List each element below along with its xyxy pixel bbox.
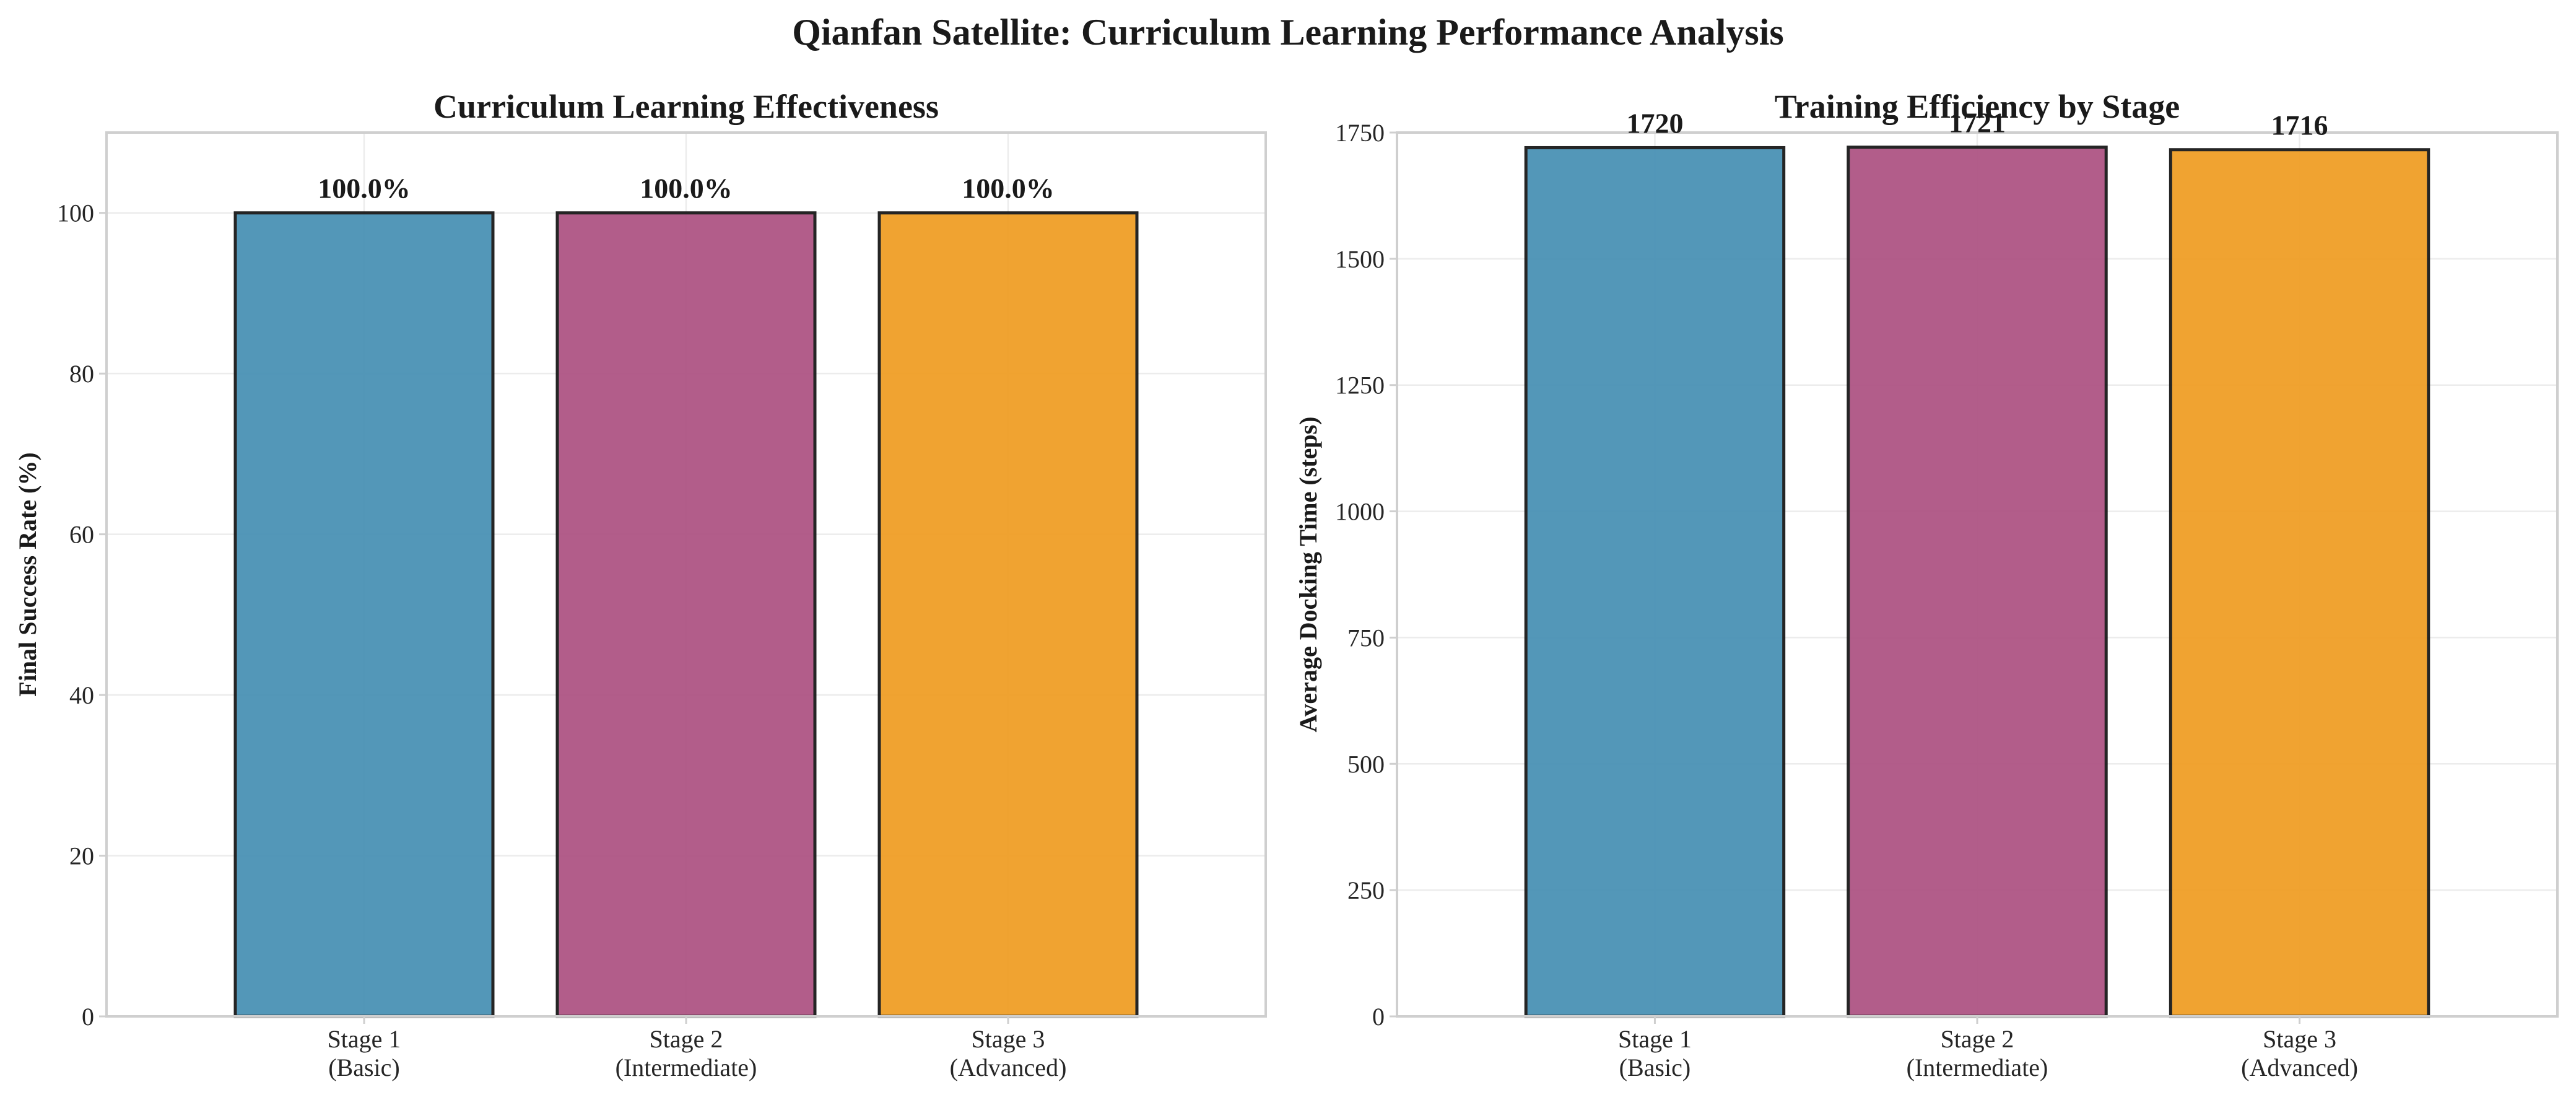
panel-success-rate: 0 20 40 60 80 100 Stage 1(Basic) Stage 2(Interm… (14, 88, 1267, 1081)
bar-stage-1 (1524, 146, 1786, 1018)
bar-stage-2 (1847, 146, 2108, 1018)
x-tick-sublabel: (Advanced) (2241, 1054, 2358, 1081)
x-tick-label: Stage 3 (972, 1025, 1045, 1053)
x-tick-sublabel: (Basic) (328, 1054, 400, 1081)
x-tick-sublabel: (Intermediate) (616, 1054, 757, 1081)
y-tick-label: 100 (57, 199, 94, 227)
y-tick-label: 80 (69, 360, 94, 388)
bar-value-label: 100.0% (640, 173, 733, 204)
y-tick-label: 1250 (1335, 372, 1385, 399)
bar-value-label: 100.0% (962, 173, 1055, 204)
y-tick-label: 40 (69, 681, 94, 709)
panel-title-docking-time: Training Efficiency by Stage (1775, 88, 2180, 125)
bar-stage-1 (233, 211, 495, 1018)
bar-stage-3 (877, 211, 1139, 1018)
y-tick-label: 250 (1347, 876, 1385, 904)
x-tick-label: Stage 2 (650, 1025, 723, 1053)
panel-title-success-rate: Curriculum Learning Effectiveness (433, 88, 939, 125)
x-tick-label: Stage 3 (2263, 1025, 2336, 1053)
y-tick-label: 0 (82, 1003, 94, 1031)
bar-value-label: 100.0% (318, 173, 411, 204)
x-tick-label: Stage 1 (328, 1025, 401, 1053)
y-tick-label: 1000 (1335, 498, 1385, 526)
y-tick-label: 1750 (1335, 119, 1385, 147)
bar-value-label: 1721 (1949, 107, 2006, 139)
bar-stage-2 (555, 211, 817, 1018)
x-tick-label: Stage 2 (1941, 1025, 2014, 1053)
bar-stage-3 (2169, 148, 2430, 1018)
y-tick-label: 750 (1347, 624, 1385, 652)
x-tick-sublabel: (Intermediate) (1907, 1054, 2048, 1081)
figure-title: Qianfan Satellite: Curriculum Learning P… (792, 12, 1784, 53)
y-tick-label: 500 (1347, 750, 1385, 778)
bar-value-label: 1716 (2271, 110, 2328, 141)
y-tick-label: 1500 (1335, 245, 1385, 273)
y-axis-label: Final Success Rate (%) (14, 452, 41, 696)
y-tick-label: 20 (69, 842, 94, 870)
x-tick-sublabel: (Basic) (1619, 1054, 1691, 1081)
x-tick-sublabel: (Advanced) (950, 1054, 1067, 1081)
bar-value-label: 1720 (1626, 107, 1683, 139)
y-axis-label: Average Docking Time (steps) (1294, 417, 1322, 733)
panel-docking-time: 0 250 500 750 1000 1250 1500 1750 Stage 1(Basic)… (1294, 88, 2559, 1081)
y-tick-label: 0 (1372, 1003, 1385, 1031)
x-tick-label: Stage 1 (1618, 1025, 1692, 1053)
y-tick-label: 60 (69, 521, 94, 549)
